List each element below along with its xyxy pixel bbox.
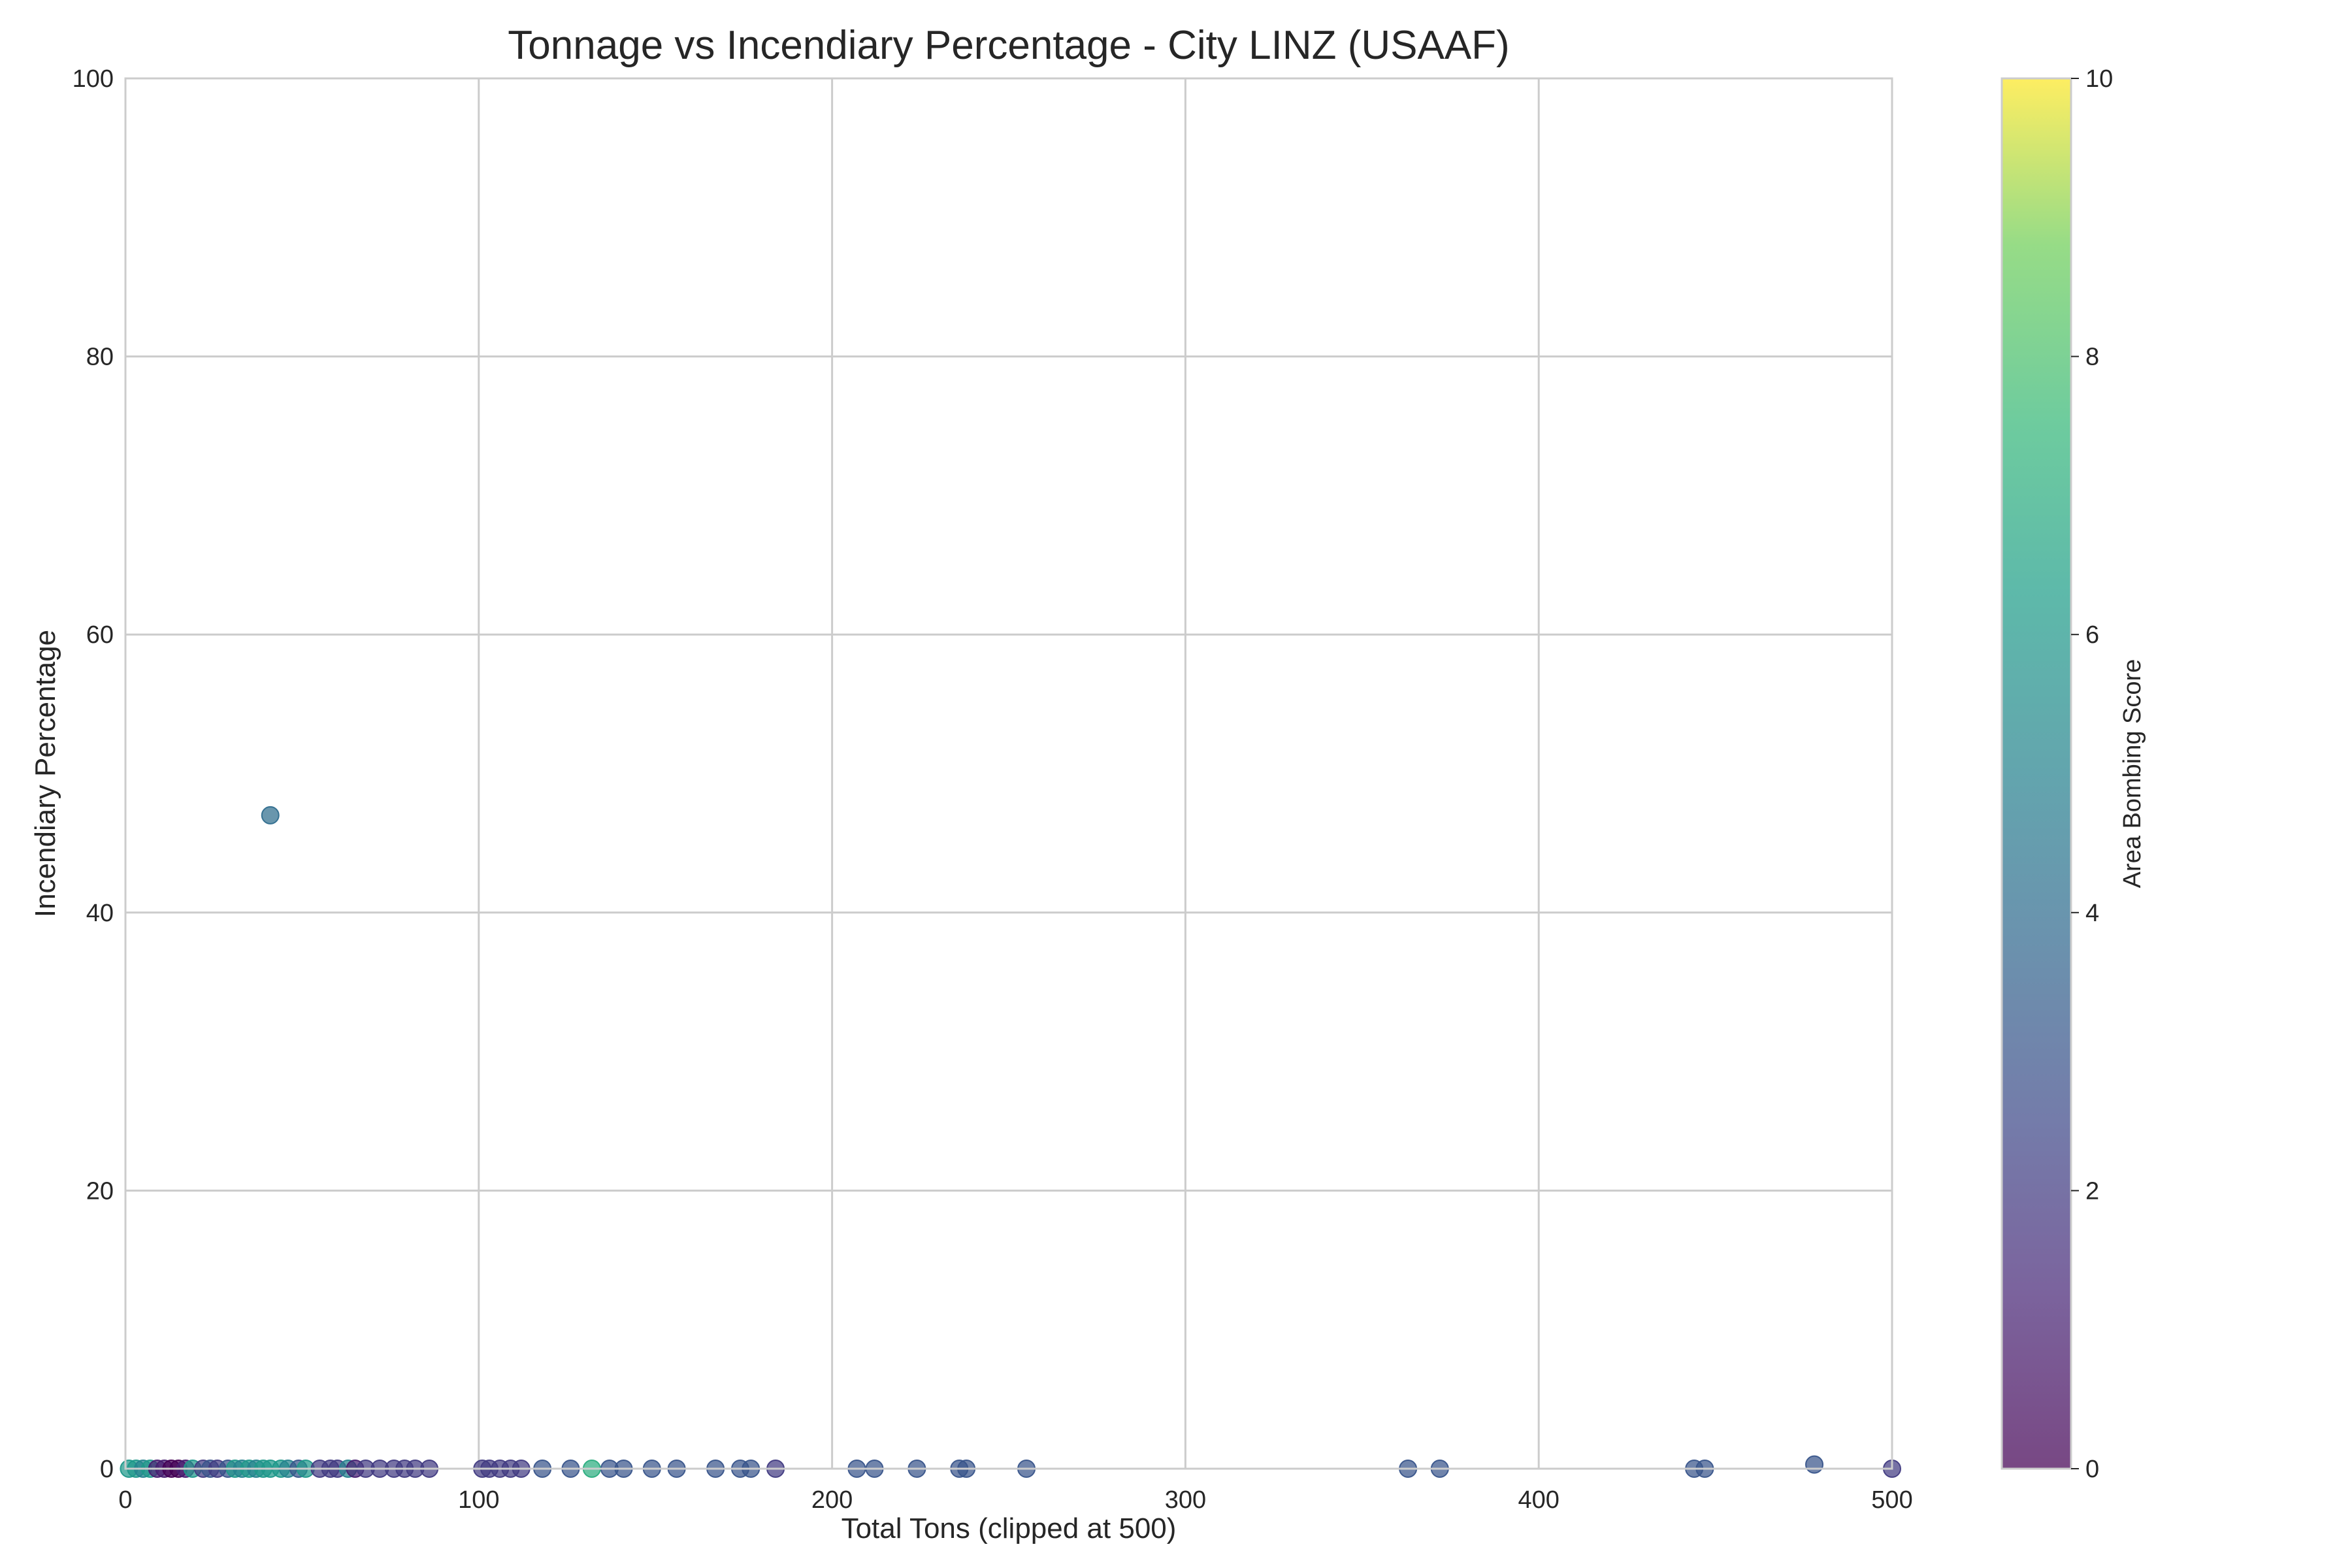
colorbar-tick-label: 8 bbox=[2085, 344, 2099, 371]
x-tick-label: 500 bbox=[1871, 1486, 1912, 1514]
y-tick-label: 60 bbox=[86, 621, 114, 649]
colorbar-tick-label: 2 bbox=[2085, 1177, 2099, 1205]
y-tick-label: 80 bbox=[86, 344, 114, 371]
colorbar bbox=[2001, 77, 2072, 1470]
y-tick-labels: 0 20 40 60 80 100 bbox=[73, 65, 114, 1483]
scatter-point bbox=[1805, 1455, 1824, 1474]
x-tick-label: 200 bbox=[811, 1486, 853, 1514]
x-axis-label: Total Tons (clipped at 500) bbox=[841, 1512, 1177, 1544]
colorbar-label: Area Bombing Score bbox=[2119, 659, 2146, 889]
scatter-point bbox=[261, 806, 280, 825]
plot-area bbox=[125, 78, 1892, 1469]
y-tick-label: 0 bbox=[100, 1456, 114, 1483]
y-tick-label: 20 bbox=[86, 1177, 114, 1205]
colorbar-tick-label: 6 bbox=[2085, 621, 2099, 649]
chart-title: Tonnage vs Incendiary Percentage - City … bbox=[508, 23, 1509, 68]
x-tick-label: 100 bbox=[458, 1486, 499, 1514]
y-tick-label: 40 bbox=[86, 900, 114, 927]
y-tick-label: 100 bbox=[73, 65, 114, 93]
x-tick-label: 300 bbox=[1165, 1486, 1206, 1514]
x-tick-labels: 0 100 200 300 400 500 bbox=[118, 1486, 1912, 1514]
x-tick-label: 0 bbox=[118, 1486, 132, 1514]
colorbar-tick-label: 4 bbox=[2085, 900, 2099, 927]
colorbar-tick-label: 0 bbox=[2085, 1456, 2099, 1483]
x-tick-label: 400 bbox=[1518, 1486, 1559, 1514]
colorbar-tick-label: 10 bbox=[2085, 65, 2113, 93]
y-axis-label: Incendiary Percentage bbox=[29, 630, 61, 917]
plot-frame bbox=[124, 77, 1893, 1470]
colorbar-tick-labels: 0 2 4 6 8 10 bbox=[2071, 65, 2113, 1483]
